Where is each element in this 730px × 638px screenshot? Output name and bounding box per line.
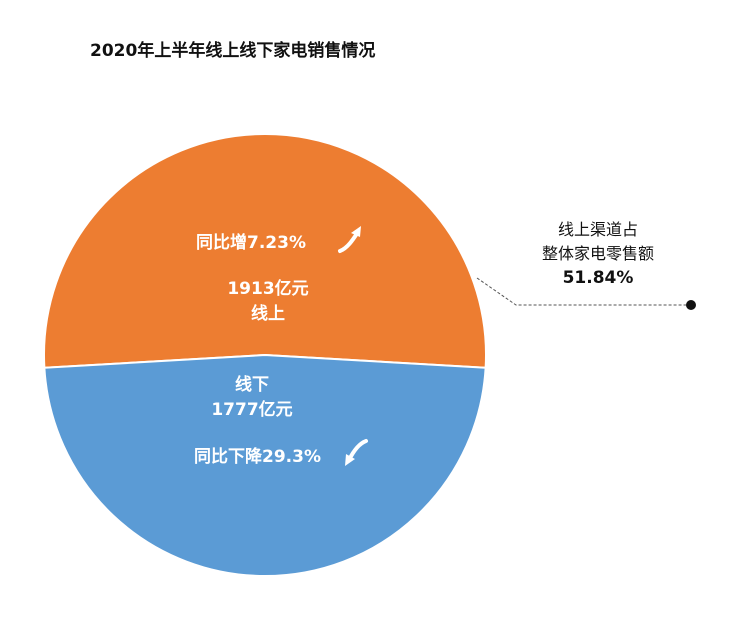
offline-name-label: 线下 <box>235 375 269 395</box>
callout-dot <box>686 300 696 310</box>
offline-yoy-label: 同比下降29.3% <box>194 447 321 467</box>
callout-line1: 线上渠道占 <box>557 220 638 239</box>
offline-value-label: 1777亿元 <box>211 400 293 420</box>
online-name-label: 线上 <box>251 304 285 324</box>
pie-slice-offline <box>43 353 487 578</box>
chart-title: 2020年上半年线上线下家电销售情况 <box>90 41 376 61</box>
callout-leader-line <box>476 277 690 306</box>
up-arrow-icon <box>338 226 361 253</box>
callout-box: 线上渠道占 整体家电零售额 51.84% <box>523 218 673 290</box>
down-arrow-icon <box>345 439 368 466</box>
callout-line2: 整体家电零售额 <box>541 244 654 263</box>
online-value-label: 1913亿元 <box>227 279 309 299</box>
callout-percent: 51.84% <box>562 268 634 288</box>
online-yoy-label: 同比增7.23% <box>196 233 306 253</box>
pie-slice-online <box>43 133 487 369</box>
